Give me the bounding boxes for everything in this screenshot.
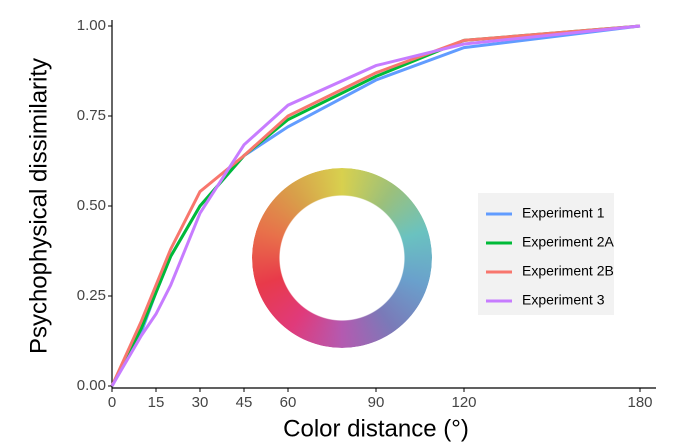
x-tick-label: 120 [451, 394, 476, 411]
x-axis-label: Color distance (°) [283, 415, 469, 442]
legend-label: Experiment 2B [522, 263, 614, 279]
chart-container: Psychophysical dissimilarity Color dista… [0, 0, 683, 445]
x-tick-label: 0 [108, 394, 116, 411]
legend-label: Experiment 2A [522, 234, 614, 250]
y-axis-label: Psychophysical dissimilarity [25, 58, 52, 354]
y-tick-label: 0.25 [77, 287, 106, 304]
x-tick-label: 60 [280, 394, 297, 411]
y-tick-label: 0.50 [77, 197, 106, 214]
x-tick-label: 15 [148, 394, 165, 411]
color-wheel [252, 168, 432, 348]
legend-label: Experiment 1 [522, 205, 605, 221]
x-tick-label: 30 [192, 394, 209, 411]
x-tick-label: 90 [368, 394, 385, 411]
y-tick-label: 0.75 [77, 107, 106, 124]
x-tick-label: 180 [627, 394, 652, 411]
y-tick-label: 1.00 [77, 17, 106, 34]
x-tick-label: 45 [236, 394, 253, 411]
y-tick-label: 0.00 [77, 377, 106, 394]
legend-label: Experiment 3 [522, 292, 605, 308]
